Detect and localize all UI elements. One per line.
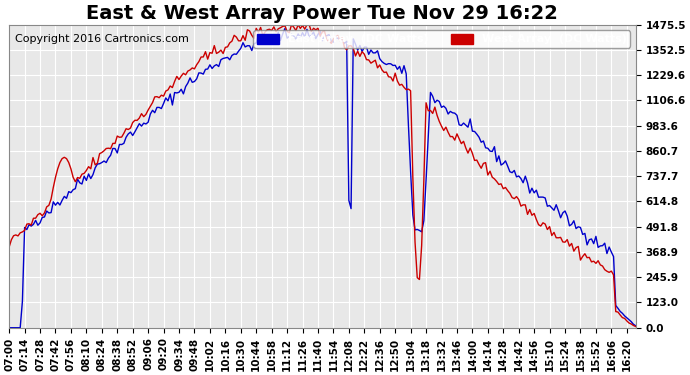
Line: East Array  (DC Watts): East Array (DC Watts) xyxy=(9,28,635,328)
East Array  (DC Watts) xyxy=(281,26,289,31)
West Array  (DC Watts) xyxy=(526,207,534,212)
West Array  (DC Watts) xyxy=(287,22,295,27)
Line: West Array  (DC Watts): West Array (DC Watts) xyxy=(9,25,635,327)
East Array  (DC Watts) xyxy=(446,109,455,114)
Text: Copyright 2016 Cartronics.com: Copyright 2016 Cartronics.com xyxy=(15,34,189,44)
East Array  (DC Watts) xyxy=(400,63,408,68)
West Array  (DC Watts) xyxy=(327,41,335,46)
West Array  (DC Watts) xyxy=(446,134,455,139)
East Array  (DC Watts) xyxy=(631,324,640,328)
East Array  (DC Watts) xyxy=(5,326,13,330)
East Array  (DC Watts) xyxy=(526,191,534,195)
Title: East & West Array Power Tue Nov 29 16:22: East & West Array Power Tue Nov 29 16:22 xyxy=(86,4,558,23)
West Array  (DC Watts) xyxy=(111,141,119,146)
East Array  (DC Watts) xyxy=(111,146,119,151)
West Array  (DC Watts) xyxy=(631,324,640,329)
Legend: East Array  (DC Watts), West Array  (DC Watts): East Array (DC Watts), West Array (DC Wa… xyxy=(253,30,630,48)
East Array  (DC Watts) xyxy=(327,39,335,44)
West Array  (DC Watts) xyxy=(400,85,408,90)
East Array  (DC Watts) xyxy=(294,32,302,36)
West Array  (DC Watts) xyxy=(294,22,302,27)
West Array  (DC Watts) xyxy=(5,245,13,249)
